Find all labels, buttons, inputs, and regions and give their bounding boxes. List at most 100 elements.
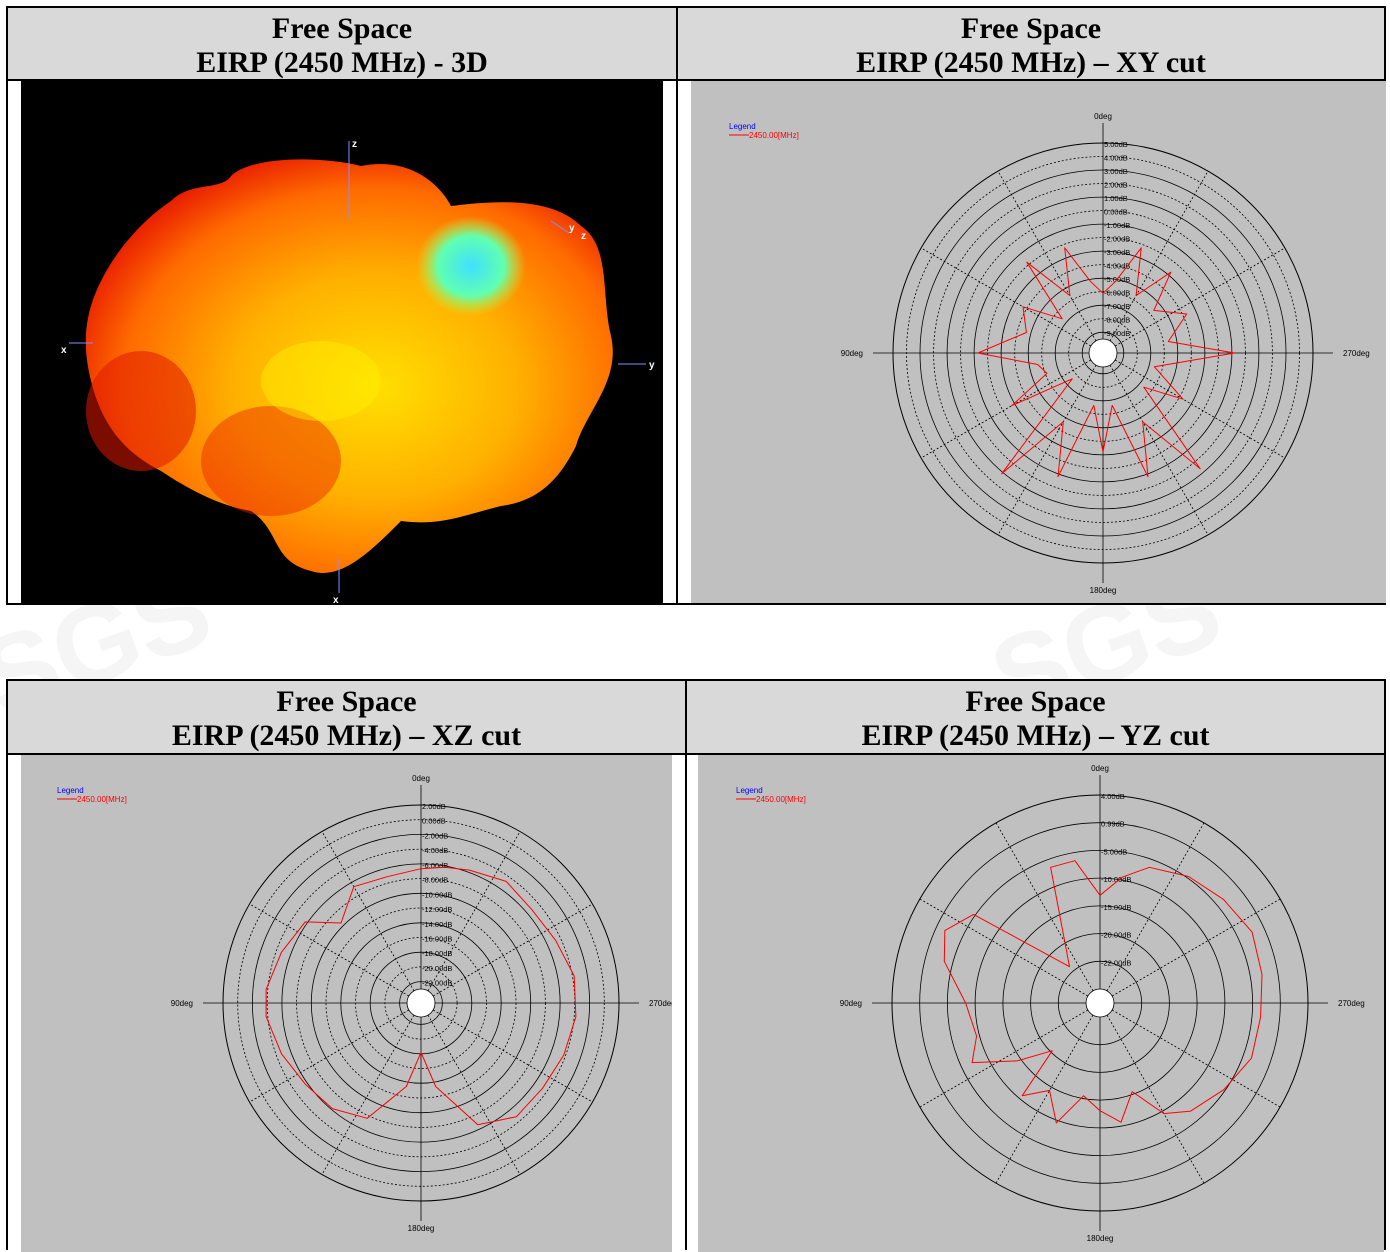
polar-grid-xz (203, 785, 639, 1221)
plot-xy: 0deg 90deg 180deg 270deg 5.00dB 4.00dB 3.00dB 2… (691, 81, 1386, 603)
axis-label-x-bottom: x (333, 595, 339, 603)
polar-grid-yz (872, 775, 1328, 1231)
radial-label: 0.99dB (1101, 820, 1125, 829)
grid-spoke (1106, 822, 1205, 992)
radial-label: 4.00dB (1101, 792, 1125, 801)
bottom-divider (685, 681, 687, 1250)
radial-label: -6.00dB (1104, 289, 1130, 298)
radial-label: 2.00dB (1104, 181, 1128, 190)
plot-xz: 0deg 90deg 180deg 270deg 2.00dB 0.00dB -2.00dB… (21, 755, 672, 1252)
grid-spoke (321, 831, 415, 992)
header-xy-line1: Free Space (960, 12, 1102, 45)
legend-entry: 2450.00[MHz] (749, 131, 799, 140)
grid-spoke (995, 822, 1094, 992)
radial-label: 2.00dB (422, 802, 446, 811)
axis-label-z-top: z (352, 139, 357, 150)
plot-yz: 0deg 90deg 180deg 270deg 4.00dB 0.99dB -5.00dB… (698, 755, 1384, 1252)
grid-spoke (997, 170, 1097, 342)
plot-3d-svg: z x y y x z (61, 139, 655, 603)
angle-label-right: 270deg (1338, 999, 1365, 1008)
plot-3d: z x y y x z (21, 81, 663, 603)
center-circle (1088, 338, 1118, 368)
grid-spoke (1109, 364, 1209, 536)
radial-label: -12.00dB (422, 905, 452, 914)
radial-label: -22.00dB (422, 979, 452, 988)
axis-label-y-right: y (649, 360, 655, 371)
grid-spoke (997, 364, 1097, 536)
axes-3d (69, 141, 646, 593)
radial-label: -3.00dB (1104, 248, 1130, 257)
grid-spoke (427, 831, 521, 992)
radial-label: -20.00dB (422, 964, 452, 973)
radial-label: -2.00dB (422, 831, 448, 840)
header-yz-line1: Free Space (965, 685, 1106, 718)
blob-highlight (261, 341, 381, 421)
axis-label-x-left: x (61, 345, 67, 356)
center-circle (406, 988, 436, 1018)
angle-label-top: 0deg (412, 774, 430, 783)
radial-label: -20.00dB (1101, 931, 1131, 940)
angle-label-bottom: 180deg (408, 1224, 435, 1233)
bottom-table: Free Space EIRP (2450 MHz) – XZ cut Free… (6, 679, 1386, 1252)
radial-label: -8.00dB (1104, 316, 1130, 325)
grid-spoke (249, 903, 410, 997)
grid-spoke (1106, 1014, 1205, 1184)
legend-title: Legend (736, 786, 763, 795)
header-xy-line2: EIRP (2450 MHz) – XY cut (856, 46, 1206, 79)
top-divider (676, 8, 678, 603)
radial-label: -7.00dB (1104, 302, 1130, 311)
header-yz-line2: EIRP (2450 MHz) – YZ cut (861, 719, 1210, 752)
header-xz-line2: EIRP (2450 MHz) – XZ cut (171, 719, 522, 752)
header-xy: Free Space EIRP (2450 MHz) – XY cut (678, 8, 1384, 81)
header-3d-line1: Free Space (271, 12, 413, 45)
grid-spoke (432, 1009, 593, 1103)
grid-spoke (1114, 359, 1286, 459)
radial-label: -8.00dB (422, 876, 448, 885)
radial-label: -6.00dB (422, 861, 448, 870)
radial-label: -10.00dB (1101, 875, 1131, 884)
legend-entry: 2450.00[MHz] (756, 795, 806, 804)
plot-xy-svg: 0deg 90deg 180deg 270deg 5.00dB 4.00dB 3.00dB 2… (729, 112, 1370, 595)
radial-label: -22.00dB (1101, 958, 1131, 967)
radial-label: -15.00dB (1101, 903, 1131, 912)
radial-label: -5.00dB (1101, 847, 1127, 856)
center-circle (1085, 988, 1115, 1018)
grid-spoke (920, 359, 1092, 459)
polar-grid-xy (873, 123, 1333, 583)
grid-spoke (427, 1014, 521, 1175)
angle-label-right: 270deg (1343, 349, 1370, 358)
header-3d-line2: EIRP (2450 MHz) - 3D (196, 46, 488, 79)
plot-yz-svg: 0deg 90deg 180deg 270deg 4.00dB 0.99dB -5.00dB… (736, 764, 1365, 1243)
blob-shade-bottom (201, 406, 341, 516)
grid-spoke (1109, 170, 1209, 342)
radial-label: 1.00dB (1104, 194, 1128, 203)
trace-xz (265, 866, 577, 1126)
angle-label-left: 90deg (840, 999, 862, 1008)
radial-label: -9.00dB (1104, 329, 1130, 338)
blob-null-region (416, 216, 526, 316)
plot-xz-svg: 0deg 90deg 180deg 270deg 2.00dB 0.00dB -2.00dB… (57, 774, 672, 1233)
grid-spoke (432, 903, 593, 997)
legend-entry: 2450.00[MHz] (77, 795, 127, 804)
radial-label: -2.00dB (1104, 235, 1130, 244)
angle-label-top: 0deg (1094, 112, 1112, 121)
grid-spoke (249, 1009, 410, 1103)
angle-label-bottom: 180deg (1087, 1234, 1114, 1243)
grid-spoke (995, 1014, 1094, 1184)
radial-label: 5.00dB (1104, 140, 1128, 149)
radial-label: 3.00dB (1104, 167, 1128, 176)
radial-label: -1.00dB (1104, 221, 1130, 230)
angle-label-bottom: 180deg (1090, 586, 1117, 595)
radial-label: -4.00dB (422, 846, 448, 855)
legend-title: Legend (729, 122, 756, 131)
trace-xy (977, 247, 1236, 478)
angle-label-left: 90deg (841, 349, 863, 358)
grid-spoke (321, 1014, 415, 1175)
radial-label: 0.00dB (1104, 208, 1128, 217)
top-table: Free Space EIRP (2450 MHz) - 3D Free Spa… (6, 6, 1386, 605)
axis-label-y-top-right: y (569, 223, 575, 234)
trace-yz (943, 860, 1263, 1124)
grid-spoke (1114, 247, 1286, 347)
radial-label: -10.00dB (422, 890, 452, 899)
grid-spoke (920, 247, 1092, 347)
